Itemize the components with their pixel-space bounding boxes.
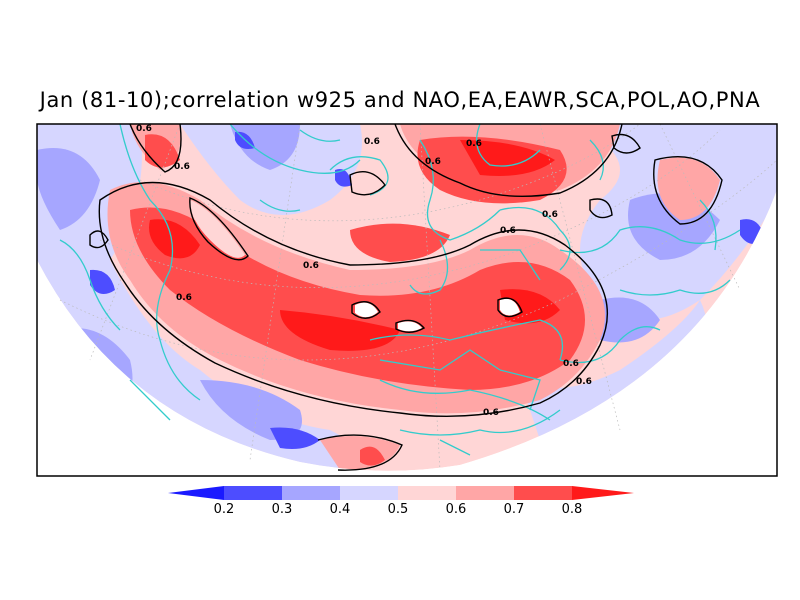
colorbar-swatch [514, 486, 572, 500]
colorbar-arrow-low [168, 486, 224, 500]
hemisphere-mask [37, 190, 777, 476]
field-region-above-0.8 [149, 219, 200, 259]
colorbar-tick-label: 0.4 [330, 502, 351, 517]
contour-label: 0.6 [425, 157, 441, 167]
colorbar-tick-label: 0.3 [272, 502, 293, 517]
contour-label: 0.6 [500, 226, 516, 236]
colorbar-swatch [282, 486, 340, 500]
contour-label: 0.6 [174, 162, 190, 172]
colorbar-arrow-high [572, 486, 634, 500]
colorbar-tick-label: 0.6 [446, 502, 467, 517]
colorbar-swatch [340, 486, 398, 500]
colorbar-tick-label: 0.8 [562, 502, 583, 517]
graticule [59, 124, 777, 471]
land-outlines [59, 124, 741, 456]
colorbar-tick-label: 0.2 [214, 502, 235, 517]
colorbar-swatch [398, 486, 456, 500]
map-frame-border [36, 123, 778, 477]
contour-0.6 [89, 124, 723, 471]
contour-label: 0.6 [176, 293, 192, 303]
contour-label: 0.6 [303, 261, 319, 271]
colorbar-tick-label: 0.7 [504, 502, 525, 517]
colorbar-swatch [224, 486, 282, 500]
contour-label: 0.6 [136, 124, 152, 134]
contour-label: 0.6 [576, 377, 592, 387]
colorbar-swatch [456, 486, 514, 500]
contour-label: 0.6 [466, 139, 482, 149]
contour-label: 0.6 [563, 359, 579, 369]
correlation-field [37, 124, 777, 471]
colorbar-tick-label: 0.5 [388, 502, 409, 517]
field-region-0.2-0.3 [270, 427, 320, 449]
field-region-0.3-0.4 [37, 148, 100, 230]
chart-title: Jan (81-10);correlation w925 and NAO,EA,… [39, 88, 761, 112]
contour-label: 0.6 [542, 210, 558, 220]
field-region-0.7-0.8 [130, 207, 585, 390]
contour-label: 0.6 [364, 137, 380, 147]
colorbar: 0.2 0.3 0.4 0.5 0.6 0.7 0.8 [168, 486, 634, 517]
contour-label: 0.6 [483, 408, 499, 418]
